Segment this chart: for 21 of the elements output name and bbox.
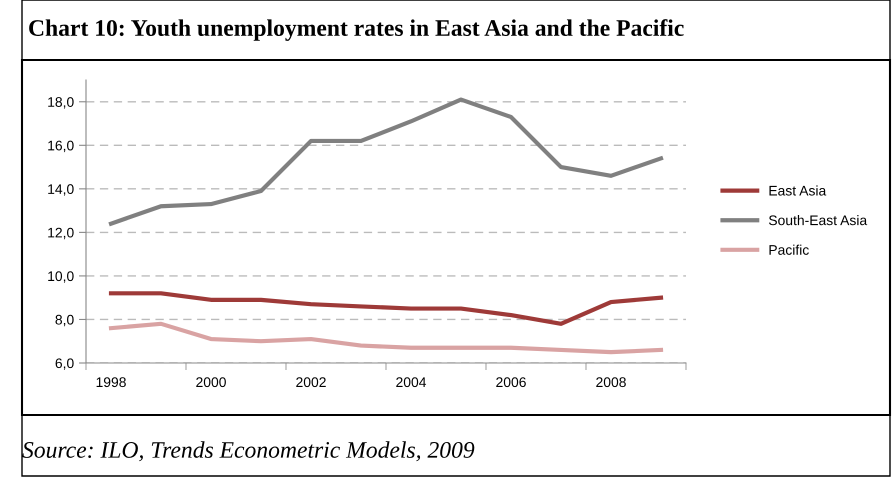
y-tick-label: 18,0 — [48, 97, 74, 109]
y-tick-label: 8,0 — [55, 314, 74, 326]
y-tick-label: 14,0 — [48, 184, 74, 196]
legend-label: East Asia — [769, 185, 826, 196]
y-tick-label: 16,0 — [48, 140, 74, 152]
x-tick-label: 2008 — [596, 377, 626, 388]
x-tick-label: 2006 — [496, 377, 526, 388]
line-series — [108, 291, 664, 326]
line-series — [108, 322, 664, 354]
y-tick-label: 6,0 — [56, 358, 74, 370]
chart-title: Chart 10: Youth unemployment rates in East Asia and the Pacific — [29, 19, 684, 41]
x-tick-label: 2000 — [196, 377, 226, 388]
x-tick-label: 2002 — [296, 377, 326, 388]
legend-label: South-East Asia — [768, 215, 868, 226]
source-note: Source: ILO, Trends Econometric Models, 2009 — [22, 441, 474, 462]
y-tick-label: 10,0 — [48, 271, 74, 283]
legend-label: Pacific — [769, 244, 809, 255]
x-tick-label: 1998 — [96, 377, 126, 388]
x-tick-label: 2004 — [396, 377, 426, 388]
line-series — [108, 98, 664, 226]
y-tick-label: 12,0 — [48, 228, 74, 240]
